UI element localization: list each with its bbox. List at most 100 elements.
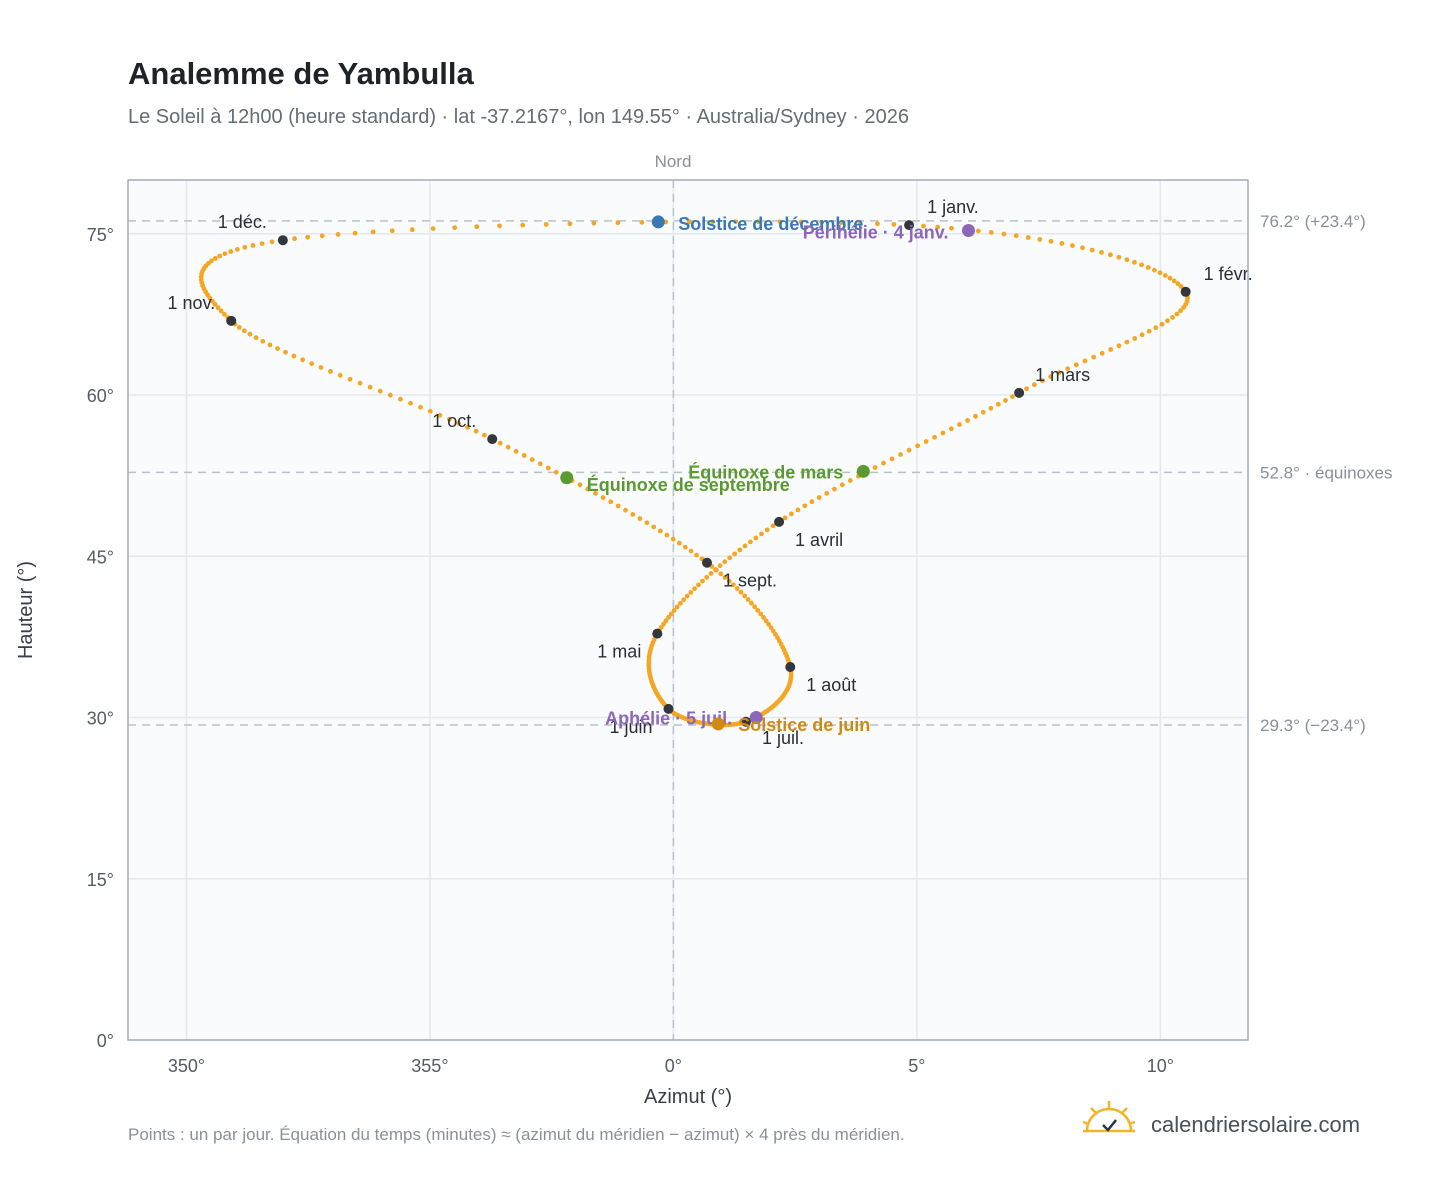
month-marker	[1180, 286, 1191, 297]
y-tick-label: 0°	[97, 1031, 114, 1051]
daily-sun-point	[1059, 241, 1065, 246]
x-axis-title: Azimut (°)	[644, 1086, 732, 1108]
daily-sun-point	[267, 342, 273, 348]
daily-sun-point	[1099, 250, 1104, 255]
daily-sun-point	[872, 465, 878, 470]
daily-sun-point	[738, 589, 744, 595]
daily-sun-point	[1108, 347, 1114, 352]
event-label: Solstice de juin	[738, 715, 870, 735]
month-marker-label: 1 nov.	[168, 293, 216, 313]
daily-sun-point	[408, 400, 413, 406]
daily-sun-point	[1157, 270, 1163, 276]
daily-sun-point	[318, 365, 324, 370]
daily-sun-point	[889, 456, 895, 462]
daily-sun-point	[1116, 343, 1122, 349]
daily-sun-point	[676, 540, 682, 546]
month-marker	[785, 661, 796, 672]
daily-sun-point	[657, 528, 663, 534]
daily-sun-point	[1124, 339, 1130, 345]
daily-sun-point	[1146, 328, 1152, 334]
daily-sun-point	[727, 555, 733, 561]
daily-sun-point	[615, 503, 621, 509]
daily-sun-point	[593, 490, 598, 496]
daily-sun-point	[529, 457, 535, 462]
daily-sun-point	[730, 582, 736, 588]
daily-sun-point	[1080, 245, 1085, 251]
daily-sun-point	[275, 346, 280, 351]
daily-sun-point	[337, 372, 343, 378]
daily-sun-point	[319, 233, 325, 239]
daily-sun-point	[681, 597, 687, 603]
month-marker	[1014, 387, 1025, 398]
daily-sun-point	[798, 219, 804, 225]
daily-sun-point	[615, 220, 621, 226]
daily-sun-point	[857, 220, 863, 226]
daily-sun-point	[357, 380, 363, 386]
daily-sun-point	[212, 255, 218, 261]
daily-sun-point	[521, 453, 527, 458]
daily-sun-point	[1065, 366, 1071, 372]
daily-sun-point	[668, 611, 674, 617]
daily-sun-point	[608, 499, 614, 505]
daily-sun-point	[260, 338, 266, 344]
y-tick-label: 30°	[87, 709, 114, 729]
daily-sun-point	[777, 219, 783, 225]
daily-sun-point	[717, 563, 723, 569]
daily-sun-point	[749, 600, 754, 606]
daily-sun-point	[1031, 382, 1037, 388]
daily-sun-point	[305, 234, 311, 240]
daily-sun-point	[637, 516, 643, 521]
daily-sun-point	[452, 225, 458, 231]
daily-sun-point	[1001, 231, 1007, 237]
month-marker	[774, 516, 785, 527]
event-label: Équinoxe de septembre	[587, 474, 790, 495]
daily-sun-point	[915, 443, 921, 449]
daily-sun-point	[505, 444, 511, 450]
month-marker-label: 1 sept.	[723, 571, 777, 591]
daily-sun-point	[759, 531, 764, 537]
daily-sun-point	[328, 368, 333, 374]
month-marker-label: 1 avril	[795, 530, 843, 550]
daily-sun-point	[973, 413, 978, 419]
event-marker	[711, 717, 725, 731]
daily-sun-point	[409, 227, 415, 233]
y-tick-label: 60°	[87, 386, 114, 406]
daily-sun-point	[682, 544, 688, 550]
y-tick-label: 15°	[87, 870, 114, 890]
daily-sun-point	[347, 376, 353, 382]
daily-sun-point	[692, 586, 697, 592]
event-label: Solstice de décembre	[678, 214, 863, 234]
daily-sun-point	[965, 418, 970, 423]
daily-sun-point	[427, 408, 433, 414]
daily-sun-point	[732, 551, 738, 557]
daily-sun-point	[585, 486, 591, 492]
daily-sun-point	[1003, 398, 1008, 403]
month-markers: 1 janv. 1 févr. 1 mars 1 avril 1 mai 1 juin 1 …	[168, 197, 1253, 748]
daily-sun-point	[497, 440, 503, 446]
daily-sun-point	[1056, 370, 1062, 376]
analemma-curve	[198, 219, 1190, 728]
reference-lines: 76.2° (+23.4°) 52.8° · équinoxes 29.3° (−2…	[128, 180, 1393, 1040]
daily-sun-point	[664, 532, 670, 538]
daily-sun-point	[770, 628, 776, 634]
x-tick-label: 0°	[665, 1056, 682, 1076]
daily-sun-point	[1124, 257, 1130, 263]
daily-sun-point	[259, 241, 265, 246]
daily-sun-point	[465, 424, 470, 430]
month-marker	[487, 434, 498, 445]
daily-sun-point	[838, 220, 844, 226]
daily-sun-point	[766, 621, 772, 627]
daily-sun-point	[242, 244, 248, 250]
daily-sun-point	[816, 495, 822, 500]
daily-sun-point	[726, 578, 732, 584]
daily-sun-point	[430, 226, 436, 231]
daily-sun-point	[644, 520, 650, 526]
north-label: Nord	[655, 152, 692, 171]
daily-sun-point	[209, 258, 214, 264]
daily-sun-point	[745, 597, 751, 602]
daily-sun-point	[418, 404, 423, 410]
event-label: Équinoxe de mars	[688, 461, 843, 482]
daily-sun-point	[758, 611, 764, 617]
daily-sun-point	[713, 567, 719, 573]
daily-sun-point	[1116, 254, 1122, 260]
